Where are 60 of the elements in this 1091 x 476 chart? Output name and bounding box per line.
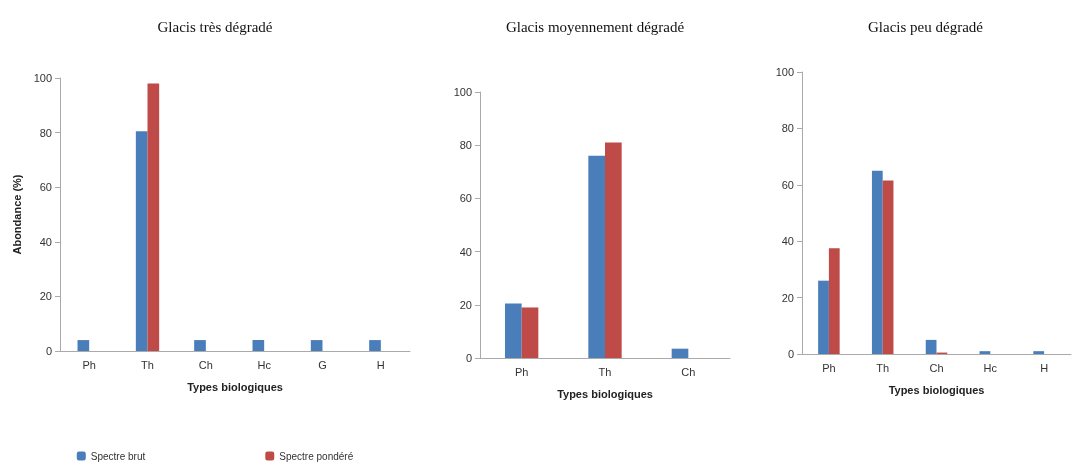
bar (194, 340, 206, 351)
bar (925, 339, 937, 354)
chart-title: Glacis très dégradé (157, 18, 273, 35)
x-tick-label: Ph (822, 361, 836, 374)
bar (1033, 351, 1045, 354)
bar (521, 307, 539, 358)
bar (135, 131, 148, 351)
bar (818, 280, 829, 354)
bar (252, 340, 265, 351)
y-tick-label: 80 (781, 122, 794, 135)
x-tick-label: Th (598, 365, 612, 378)
bar (588, 155, 605, 358)
x-tick-label: Th (141, 358, 154, 371)
bar (882, 180, 894, 354)
y-tick-label: 40 (39, 235, 52, 248)
y-tick-label: 100 (453, 86, 472, 98)
x-tick-label: Ph (82, 358, 96, 371)
x-axis-title: Types biologiques (557, 387, 653, 400)
y-tick-label: 20 (781, 291, 794, 304)
y-tick-label: 60 (781, 178, 794, 191)
bar (828, 248, 840, 354)
x-axis-title: Types biologiques (888, 383, 985, 396)
y-tick-label: 0 (465, 352, 472, 364)
bar (147, 83, 160, 351)
x-tick-label: H (376, 358, 385, 371)
x-tick-label: Hc (257, 358, 272, 371)
y-tick-label: 40 (781, 235, 794, 248)
y-tick-label: 100 (775, 66, 794, 78)
bar (369, 340, 381, 351)
y-tick-label: 40 (459, 245, 472, 258)
bar (671, 348, 689, 358)
x-tick-label: Ch (198, 358, 213, 371)
y-tick-label: 100 (33, 72, 52, 84)
chart-title: Glacis peu dégradé (868, 18, 984, 35)
x-tick-label: Hc (983, 361, 998, 374)
x-tick-label: Th (876, 361, 890, 374)
bar (979, 351, 991, 354)
x-tick-label: Ph (514, 365, 529, 378)
y-tick-label: 0 (45, 345, 52, 357)
y-tick-label: 60 (459, 192, 472, 205)
y-axis-title: Abondance (%) (11, 174, 24, 255)
x-tick-label: Ch (681, 365, 696, 378)
y-tick-label: 80 (39, 126, 52, 139)
bar (605, 142, 622, 358)
bar (505, 303, 522, 358)
y-tick-label: 20 (459, 298, 472, 311)
x-tick-label: Ch (929, 361, 944, 374)
y-tick-label: 0 (787, 348, 794, 360)
legend-label: Spectre pondéré (279, 450, 354, 462)
chart-title: Glacis moyennement dégradé (505, 18, 685, 35)
x-tick-label: G (318, 358, 327, 371)
y-tick-label: 80 (459, 139, 472, 152)
bar (871, 170, 883, 354)
x-axis-title: Types biologiques (187, 380, 283, 393)
y-tick-label: 60 (39, 181, 52, 194)
bar (310, 340, 323, 351)
bar (77, 340, 90, 351)
y-tick-label: 20 (39, 290, 52, 303)
x-tick-label: H (1040, 361, 1049, 374)
legend-label: Spectre brut (90, 450, 146, 462)
